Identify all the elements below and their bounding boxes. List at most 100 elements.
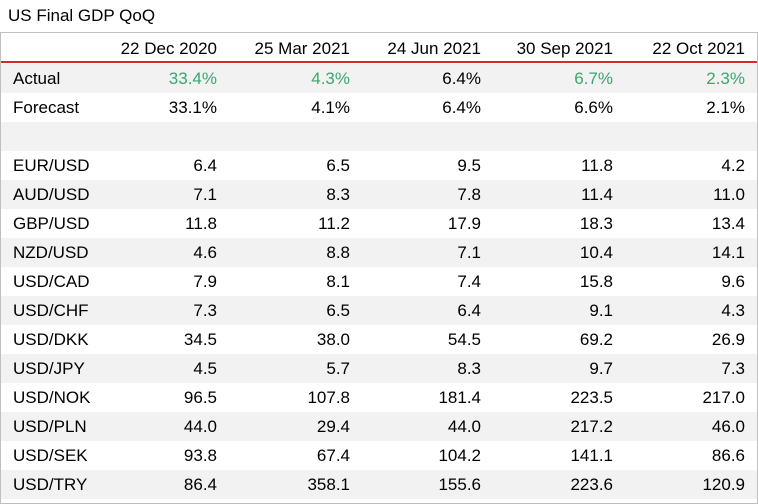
table-row: EUR/USD 6.4 6.5 9.5 11.8 4.2 — [1, 151, 757, 180]
table-cell: 107.8 — [307, 388, 350, 407]
table-cell: 6.5 — [326, 301, 350, 320]
table-cell: 6.4 — [457, 301, 481, 320]
table-row: USD/CAD 7.9 8.1 7.4 15.8 9.6 — [1, 267, 757, 296]
table-cell: 34.5 — [183, 330, 217, 349]
table-cell: 181.4 — [438, 388, 481, 407]
forecast-row: Forecast 33.1% 4.1% 6.4% 6.6% 2.1% — [1, 93, 757, 122]
table-cell: 7.9 — [193, 272, 217, 291]
table-cell: 67.4 — [316, 446, 350, 465]
row-label: USD/NOK — [13, 388, 91, 407]
table-cell: 120.9 — [702, 475, 745, 494]
table-cell: 6.4% — [442, 98, 481, 117]
table-row: USD/NOK 96.5 107.8 181.4 223.5 217.0 — [1, 383, 757, 412]
table-cell: 44.0 — [183, 417, 217, 436]
column-header: 30 Sep 2021 — [516, 39, 613, 58]
row-label: USD/CAD — [13, 272, 90, 291]
table-cell: 11.8 — [581, 156, 613, 175]
table-cell: 217.0 — [702, 388, 745, 407]
row-label: GBP/USD — [13, 214, 90, 233]
gdp-table: 22 Dec 2020 25 Mar 2021 24 Jun 2021 30 S… — [0, 32, 758, 504]
table-cell: 8.3 — [326, 185, 350, 204]
row-label: USD/DKK — [13, 330, 89, 349]
table-cell: 14.1 — [711, 243, 745, 262]
table-row: USD/SEK 93.8 67.4 104.2 141.1 86.6 — [1, 441, 757, 470]
column-header: 22 Oct 2021 — [652, 39, 745, 58]
table-cell: 4.1% — [311, 98, 350, 117]
header-row: 22 Dec 2020 25 Mar 2021 24 Jun 2021 30 S… — [1, 33, 757, 61]
column-header: 22 Dec 2020 — [120, 39, 217, 58]
table-cell: 7.3 — [721, 359, 745, 378]
table-row: USD/TRY 86.4 358.1 155.6 223.6 120.9 — [1, 470, 757, 499]
table-row: USD/CHF 7.3 6.5 6.4 9.1 4.3 — [1, 296, 757, 325]
table-cell: 8.8 — [326, 243, 350, 262]
table-cell: 13.4 — [711, 214, 745, 233]
table-cell: 10.4 — [579, 243, 613, 262]
table-cell: 2.1% — [706, 98, 745, 117]
table-cell: 15.8 — [579, 272, 613, 291]
table-cell: 7.3 — [193, 301, 217, 320]
table-cell: 141.1 — [570, 446, 613, 465]
table-cell: 11.0 — [713, 185, 745, 204]
table-cell: 7.1 — [457, 243, 481, 262]
row-label: Forecast — [13, 98, 80, 117]
table-cell: 38.0 — [316, 330, 350, 349]
table-row: AUD/USD 7.1 8.3 7.8 11.4 11.0 — [1, 180, 757, 209]
table-cell: 9.1 — [589, 301, 613, 320]
table-cell: 33.4% — [168, 69, 217, 88]
table-row: NZD/USD 4.6 8.8 7.1 10.4 14.1 — [1, 238, 757, 267]
table-cell: 9.6 — [721, 272, 745, 291]
row-label: USD/TRY — [13, 475, 88, 494]
table-row: USD/JPY 4.5 5.7 8.3 9.7 7.3 — [1, 354, 757, 383]
table-cell: 4.3 — [721, 301, 745, 320]
table-cell: 11.8 — [185, 214, 217, 233]
table-cell: 223.6 — [570, 475, 613, 494]
table-cell: 29.4 — [316, 417, 350, 436]
table-cell: 6.7% — [574, 69, 613, 88]
row-label: USD/SEK — [13, 446, 88, 465]
table-cell: 54.5 — [447, 330, 481, 349]
row-label: NZD/USD — [13, 243, 89, 262]
table-cell: 11.4 — [581, 185, 613, 204]
table-cell: 18.3 — [579, 214, 613, 233]
column-header: 25 Mar 2021 — [254, 39, 350, 58]
table-cell: 9.5 — [457, 156, 481, 175]
table-cell: 96.5 — [183, 388, 217, 407]
table-cell: 26.9 — [711, 330, 745, 349]
table-cell: 5.7 — [326, 359, 350, 378]
table-cell: 17.9 — [447, 214, 481, 233]
table-row: USD/DKK 34.5 38.0 54.5 69.2 26.9 — [1, 325, 757, 354]
table-cell: 4.5 — [193, 359, 217, 378]
table-cell: 155.6 — [438, 475, 481, 494]
table-cell: 6.4% — [442, 69, 481, 88]
table-cell: 104.2 — [438, 446, 481, 465]
table-cell: 11.2 — [318, 214, 350, 233]
table-cell: 2.3% — [706, 69, 745, 88]
table-cell: 4.3% — [311, 69, 350, 88]
table-cell: 358.1 — [307, 475, 350, 494]
row-label: AUD/USD — [13, 185, 90, 204]
row-label: USD/JPY — [13, 359, 85, 378]
table-cell: 33.1% — [168, 98, 217, 117]
table-cell: 4.6 — [193, 243, 217, 262]
spacer-row — [1, 122, 757, 151]
table-cell: 46.0 — [711, 417, 745, 436]
table-cell: 223.5 — [570, 388, 613, 407]
column-header: 24 Jun 2021 — [387, 39, 481, 58]
row-label: Actual — [13, 69, 61, 88]
table-cell: 8.3 — [457, 359, 481, 378]
table-title: US Final GDP QoQ — [8, 6, 156, 25]
row-label: EUR/USD — [13, 156, 90, 175]
header-divider — [1, 61, 757, 63]
table-cell: 93.8 — [183, 446, 217, 465]
table-cell: 9.7 — [589, 359, 613, 378]
table-cell: 7.8 — [457, 185, 481, 204]
table-cell: 217.2 — [570, 417, 613, 436]
table-cell: 69.2 — [579, 330, 613, 349]
table-row: USD/PLN 44.0 29.4 44.0 217.2 46.0 — [1, 412, 757, 441]
row-label: USD/PLN — [13, 417, 87, 436]
table-cell: 86.4 — [183, 475, 217, 494]
table-cell: 7.4 — [457, 272, 481, 291]
table-cell: 6.6% — [574, 98, 613, 117]
table-cell: 7.1 — [193, 185, 217, 204]
table-cell: 6.4 — [193, 156, 217, 175]
